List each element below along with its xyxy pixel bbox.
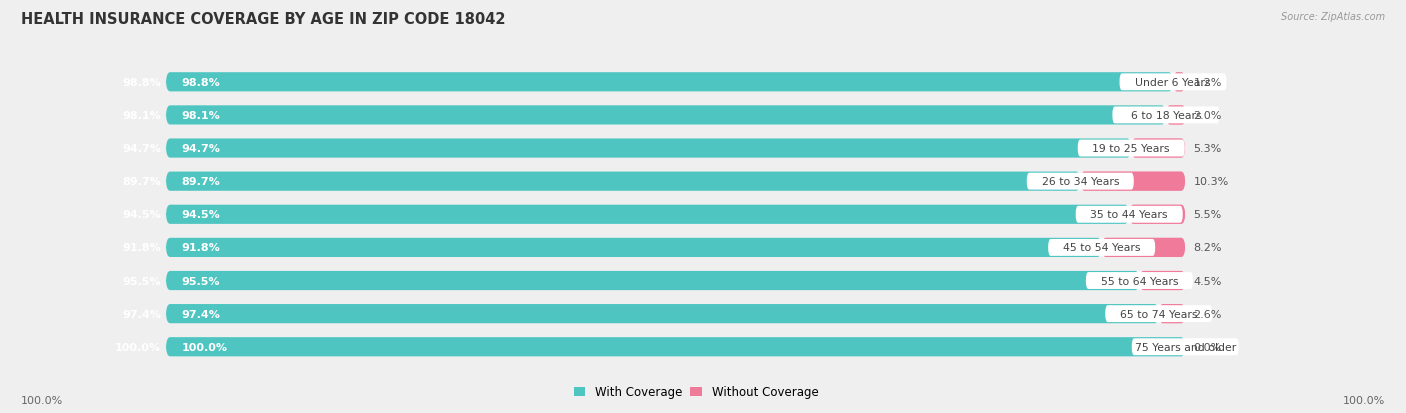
FancyBboxPatch shape: [1129, 205, 1185, 224]
FancyBboxPatch shape: [1047, 240, 1156, 256]
FancyBboxPatch shape: [1080, 172, 1185, 191]
FancyBboxPatch shape: [1080, 172, 1185, 191]
FancyBboxPatch shape: [166, 73, 1173, 92]
Text: 100.0%: 100.0%: [21, 395, 63, 405]
FancyBboxPatch shape: [166, 271, 1185, 290]
FancyBboxPatch shape: [1119, 74, 1226, 91]
Text: 95.5%: 95.5%: [181, 276, 219, 286]
FancyBboxPatch shape: [1139, 271, 1185, 290]
FancyBboxPatch shape: [1026, 173, 1133, 190]
Legend: With Coverage, Without Coverage: With Coverage, Without Coverage: [574, 385, 818, 399]
FancyBboxPatch shape: [1159, 304, 1185, 323]
Text: 95.5%: 95.5%: [122, 276, 160, 286]
FancyBboxPatch shape: [166, 337, 1185, 356]
FancyBboxPatch shape: [1105, 306, 1212, 322]
Text: 1.2%: 1.2%: [1194, 78, 1222, 88]
FancyBboxPatch shape: [166, 106, 1166, 125]
FancyBboxPatch shape: [1132, 139, 1185, 158]
FancyBboxPatch shape: [1132, 339, 1239, 355]
FancyBboxPatch shape: [1102, 238, 1185, 257]
FancyBboxPatch shape: [1166, 106, 1187, 125]
Text: 5.5%: 5.5%: [1194, 210, 1222, 220]
Text: HEALTH INSURANCE COVERAGE BY AGE IN ZIP CODE 18042: HEALTH INSURANCE COVERAGE BY AGE IN ZIP …: [21, 12, 506, 27]
Text: 6 to 18 Years: 6 to 18 Years: [1130, 111, 1201, 121]
Text: 2.0%: 2.0%: [1194, 111, 1222, 121]
Text: 97.4%: 97.4%: [181, 309, 221, 319]
FancyBboxPatch shape: [1102, 238, 1185, 257]
Text: 8.2%: 8.2%: [1194, 243, 1222, 253]
FancyBboxPatch shape: [166, 139, 1132, 158]
FancyBboxPatch shape: [1129, 205, 1185, 224]
Text: 5.3%: 5.3%: [1194, 144, 1222, 154]
FancyBboxPatch shape: [1139, 271, 1185, 290]
Text: 94.7%: 94.7%: [122, 144, 160, 154]
FancyBboxPatch shape: [1085, 273, 1192, 289]
FancyBboxPatch shape: [1166, 106, 1185, 125]
Text: 100.0%: 100.0%: [115, 342, 160, 352]
Text: Source: ZipAtlas.com: Source: ZipAtlas.com: [1281, 12, 1385, 22]
Text: 94.5%: 94.5%: [181, 210, 219, 220]
FancyBboxPatch shape: [166, 304, 1159, 323]
Text: 0.0%: 0.0%: [1194, 342, 1222, 352]
FancyBboxPatch shape: [1159, 304, 1185, 323]
FancyBboxPatch shape: [166, 271, 1139, 290]
FancyBboxPatch shape: [1078, 140, 1185, 157]
Text: 94.7%: 94.7%: [181, 144, 221, 154]
FancyBboxPatch shape: [166, 238, 1102, 257]
Text: 10.3%: 10.3%: [1194, 177, 1229, 187]
Text: 100.0%: 100.0%: [181, 342, 228, 352]
FancyBboxPatch shape: [166, 106, 1185, 125]
FancyBboxPatch shape: [166, 238, 1185, 257]
FancyBboxPatch shape: [1173, 73, 1185, 92]
Text: 89.7%: 89.7%: [181, 177, 219, 187]
Text: 19 to 25 Years: 19 to 25 Years: [1092, 144, 1170, 154]
Text: 91.8%: 91.8%: [122, 243, 160, 253]
Text: 2.6%: 2.6%: [1194, 309, 1222, 319]
Text: 35 to 44 Years: 35 to 44 Years: [1091, 210, 1168, 220]
Text: 98.1%: 98.1%: [181, 111, 219, 121]
FancyBboxPatch shape: [166, 139, 1185, 158]
FancyBboxPatch shape: [1076, 206, 1182, 223]
FancyBboxPatch shape: [166, 337, 1185, 356]
FancyBboxPatch shape: [166, 172, 1185, 191]
Text: 94.5%: 94.5%: [122, 210, 160, 220]
Text: Under 6 Years: Under 6 Years: [1135, 78, 1211, 88]
Text: 45 to 54 Years: 45 to 54 Years: [1063, 243, 1140, 253]
Text: 75 Years and older: 75 Years and older: [1135, 342, 1236, 352]
FancyBboxPatch shape: [166, 205, 1185, 224]
FancyBboxPatch shape: [1112, 107, 1219, 124]
FancyBboxPatch shape: [166, 304, 1185, 323]
Text: 97.4%: 97.4%: [122, 309, 160, 319]
Text: 100.0%: 100.0%: [1343, 395, 1385, 405]
Text: 98.1%: 98.1%: [122, 111, 160, 121]
Text: 98.8%: 98.8%: [122, 78, 160, 88]
Text: 89.7%: 89.7%: [122, 177, 160, 187]
FancyBboxPatch shape: [1173, 73, 1185, 92]
Text: 26 to 34 Years: 26 to 34 Years: [1042, 177, 1119, 187]
Text: 98.8%: 98.8%: [181, 78, 219, 88]
FancyBboxPatch shape: [1132, 139, 1185, 158]
Text: 55 to 64 Years: 55 to 64 Years: [1101, 276, 1178, 286]
FancyBboxPatch shape: [166, 172, 1080, 191]
FancyBboxPatch shape: [166, 73, 1185, 92]
Text: 65 to 74 Years: 65 to 74 Years: [1121, 309, 1198, 319]
Text: 91.8%: 91.8%: [181, 243, 219, 253]
Text: 4.5%: 4.5%: [1194, 276, 1222, 286]
FancyBboxPatch shape: [166, 205, 1129, 224]
